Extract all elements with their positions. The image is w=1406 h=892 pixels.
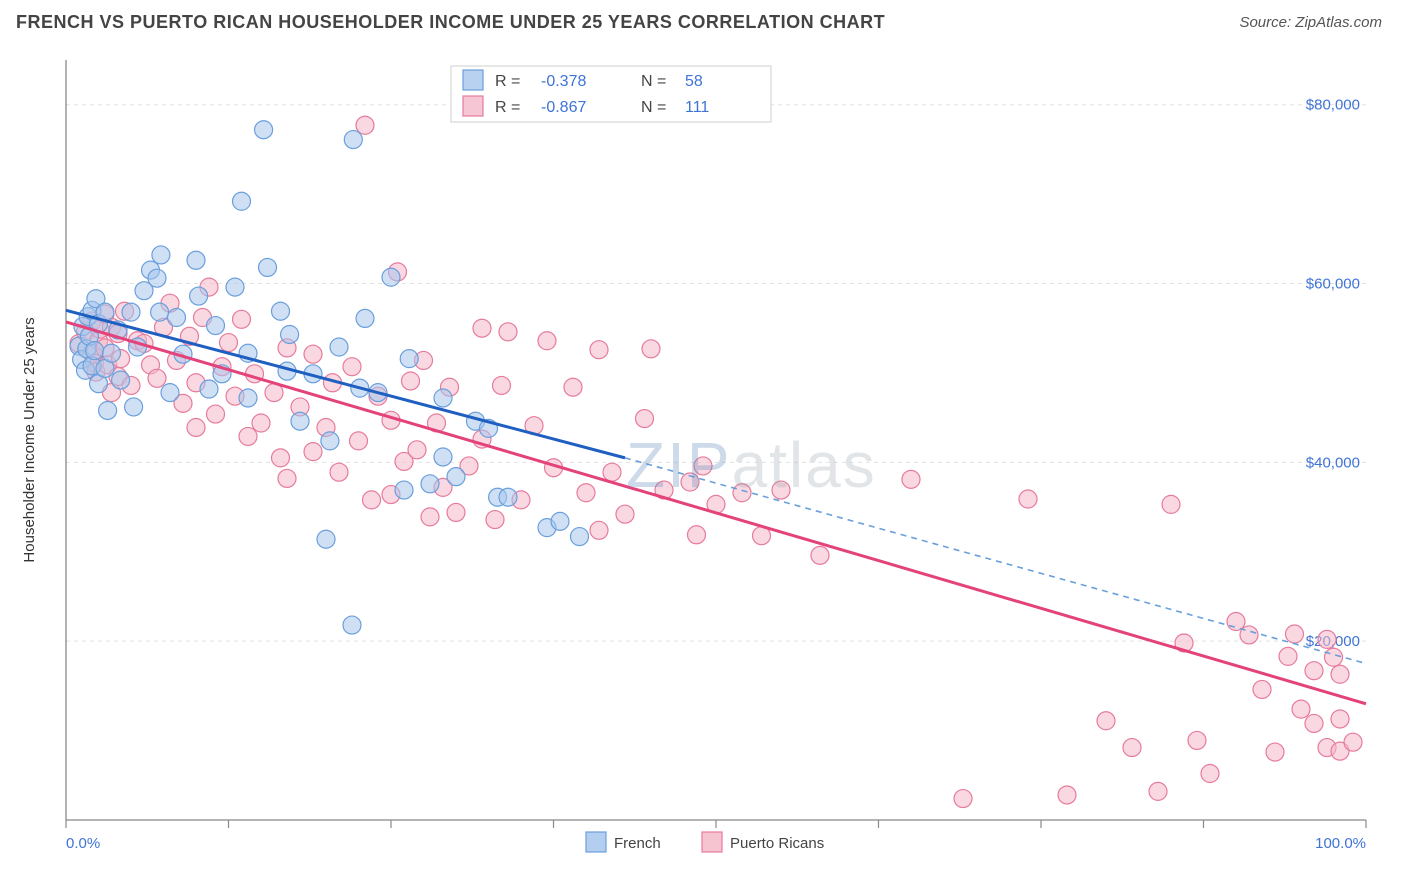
svg-text:Puerto Ricans: Puerto Ricans	[730, 835, 824, 852]
chart-container: 0.0%100.0%$20,000$40,000$60,000$80,000Ho…	[16, 48, 1390, 880]
svg-text:N =: N =	[641, 99, 666, 116]
svg-text:-0.378: -0.378	[541, 73, 586, 90]
svg-text:-0.867: -0.867	[541, 99, 586, 116]
svg-text:N =: N =	[641, 73, 666, 90]
scatter-chart: 0.0%100.0%$20,000$40,000$60,000$80,000Ho…	[16, 48, 1390, 880]
chart-title: FRENCH VS PUERTO RICAN HOUSEHOLDER INCOM…	[16, 12, 885, 33]
svg-text:R =: R =	[495, 73, 520, 90]
svg-text:111: 111	[685, 99, 709, 116]
svg-text:100.0%: 100.0%	[1315, 835, 1366, 852]
svg-text:$80,000: $80,000	[1306, 97, 1360, 114]
svg-text:Householder Income Under 25 ye: Householder Income Under 25 years	[21, 317, 38, 562]
svg-text:$40,000: $40,000	[1306, 454, 1360, 471]
svg-text:0.0%: 0.0%	[66, 835, 100, 852]
svg-text:$60,000: $60,000	[1306, 276, 1360, 293]
svg-text:French: French	[614, 835, 661, 852]
svg-text:58: 58	[685, 73, 703, 90]
source-credit: Source: ZipAtlas.com	[1239, 14, 1382, 31]
svg-text:R =: R =	[495, 99, 520, 116]
